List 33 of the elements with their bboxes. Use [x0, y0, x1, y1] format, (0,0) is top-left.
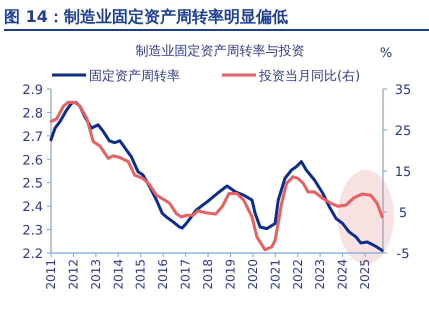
- legend-label: 投资当月同比(右): [258, 69, 360, 84]
- y2-tick-label: 25: [394, 124, 412, 139]
- chart-title: 图 14：制造业固定资产周转率明显偏低: [4, 7, 288, 26]
- x-tick-label: 2019: [223, 259, 238, 290]
- x-tick-label: 2020: [246, 259, 260, 290]
- y-tick-label: 2.5: [22, 176, 43, 192]
- y2-axis-title: %: [380, 46, 392, 61]
- y-tick-label: 2.7: [22, 130, 43, 145]
- x-tick-label: 2017: [178, 259, 193, 290]
- x-tick-label: 2025: [358, 259, 372, 290]
- chart-subtitle: 制造业固定资产周转率与投资: [136, 43, 304, 59]
- y-tick-label: 2.3: [22, 224, 43, 239]
- x-tick-label: 2023: [313, 259, 328, 290]
- x-tick-label: 2012: [66, 259, 80, 290]
- x-tick-label: 2018: [201, 259, 216, 290]
- y2-tick-label: 15: [394, 165, 412, 180]
- y-tick-label: 2.8: [22, 106, 43, 122]
- x-tick-label: 2024: [336, 259, 350, 290]
- x-tick-label: 2022: [290, 259, 305, 290]
- legend-label: 固定资产周转率: [89, 68, 180, 84]
- x-tick-label: 2013: [88, 259, 103, 290]
- y2-tick-label: -5: [396, 247, 410, 262]
- x-tick-label: 2014: [111, 259, 126, 290]
- x-tick-label: 2021: [268, 259, 282, 290]
- y-tick-label: 2.4: [22, 200, 43, 216]
- y-tick-label: 2.9: [22, 83, 43, 98]
- x-tick-label: 2011: [44, 259, 58, 290]
- y-tick-label: 2.6: [22, 153, 43, 168]
- x-tick-label: 2015: [134, 259, 148, 290]
- y2-tick-label: 5: [398, 206, 408, 221]
- y2-tick-label: 35: [394, 83, 412, 98]
- y-tick-label: 2.2: [22, 247, 43, 262]
- x-tick-label: 2016: [156, 259, 170, 290]
